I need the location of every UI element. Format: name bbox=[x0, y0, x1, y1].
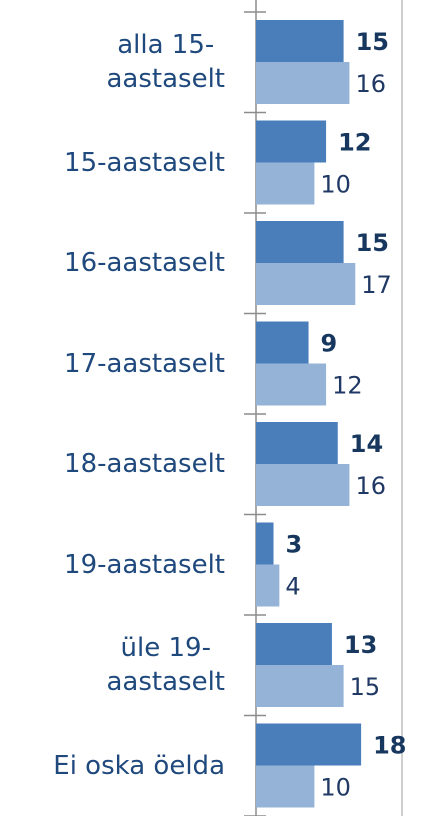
bar bbox=[256, 263, 356, 305]
bar bbox=[256, 363, 327, 406]
bar bbox=[256, 162, 315, 205]
data-label: 16 bbox=[355, 70, 386, 98]
bar bbox=[256, 564, 280, 607]
category-label: üle 19- aastaselt bbox=[106, 633, 226, 698]
category-label: 18-aastaselt bbox=[64, 449, 225, 480]
bar bbox=[256, 321, 309, 364]
category-label: 15-aastaselt bbox=[64, 147, 225, 178]
data-label: 15 bbox=[350, 673, 381, 701]
data-label: 10 bbox=[320, 774, 351, 802]
data-label: 14 bbox=[350, 430, 383, 458]
data-label: 15 bbox=[356, 229, 389, 257]
bar bbox=[256, 422, 338, 464]
data-label: 15 bbox=[356, 28, 389, 56]
data-label: 16 bbox=[355, 472, 386, 500]
category-label: 16-aastaselt bbox=[64, 248, 225, 279]
data-label: 12 bbox=[332, 372, 363, 400]
bar bbox=[256, 464, 350, 506]
bar bbox=[256, 765, 315, 808]
data-label: 13 bbox=[344, 631, 377, 659]
data-label: 3 bbox=[286, 531, 303, 559]
data-label: 4 bbox=[285, 573, 300, 601]
category-label: alla 15- aastaselt bbox=[106, 30, 226, 95]
data-label: 10 bbox=[320, 171, 351, 199]
bar bbox=[256, 723, 362, 766]
data-label: 18 bbox=[373, 732, 406, 760]
category-label: 17-aastaselt bbox=[64, 348, 225, 379]
data-label: 9 bbox=[321, 330, 338, 358]
bar bbox=[256, 623, 332, 665]
data-label: 17 bbox=[361, 271, 392, 299]
bar bbox=[256, 221, 344, 263]
bar bbox=[256, 522, 274, 565]
bar bbox=[256, 120, 327, 163]
bar bbox=[256, 665, 344, 707]
category-label: Ei oska öelda bbox=[53, 750, 225, 781]
bar bbox=[256, 20, 344, 62]
category-label: 19-aastaselt bbox=[64, 549, 225, 580]
data-label: 12 bbox=[338, 129, 371, 157]
bar bbox=[256, 62, 350, 104]
